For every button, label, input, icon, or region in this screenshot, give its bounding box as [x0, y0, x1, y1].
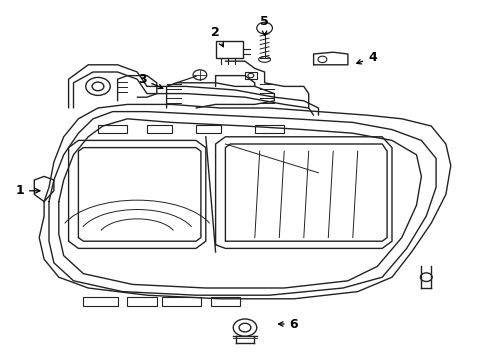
- Text: 4: 4: [357, 51, 377, 64]
- Circle shape: [257, 22, 272, 34]
- Circle shape: [92, 82, 104, 91]
- Bar: [196, 125, 220, 133]
- Bar: [255, 125, 284, 133]
- Bar: [147, 125, 172, 133]
- Circle shape: [318, 56, 327, 63]
- Circle shape: [233, 319, 257, 336]
- Text: 3: 3: [138, 73, 163, 89]
- Circle shape: [193, 70, 207, 80]
- Text: 6: 6: [279, 318, 298, 330]
- Circle shape: [239, 323, 251, 332]
- Bar: [211, 297, 240, 306]
- Text: 2: 2: [211, 26, 223, 47]
- Bar: [245, 72, 257, 79]
- Text: 5: 5: [260, 15, 269, 35]
- Circle shape: [86, 77, 110, 95]
- Circle shape: [420, 273, 432, 282]
- Bar: [216, 41, 243, 58]
- Circle shape: [248, 73, 254, 78]
- Bar: [83, 297, 118, 306]
- Bar: [127, 297, 157, 306]
- Bar: [98, 125, 127, 133]
- Text: 1: 1: [15, 184, 40, 197]
- Bar: [162, 297, 201, 306]
